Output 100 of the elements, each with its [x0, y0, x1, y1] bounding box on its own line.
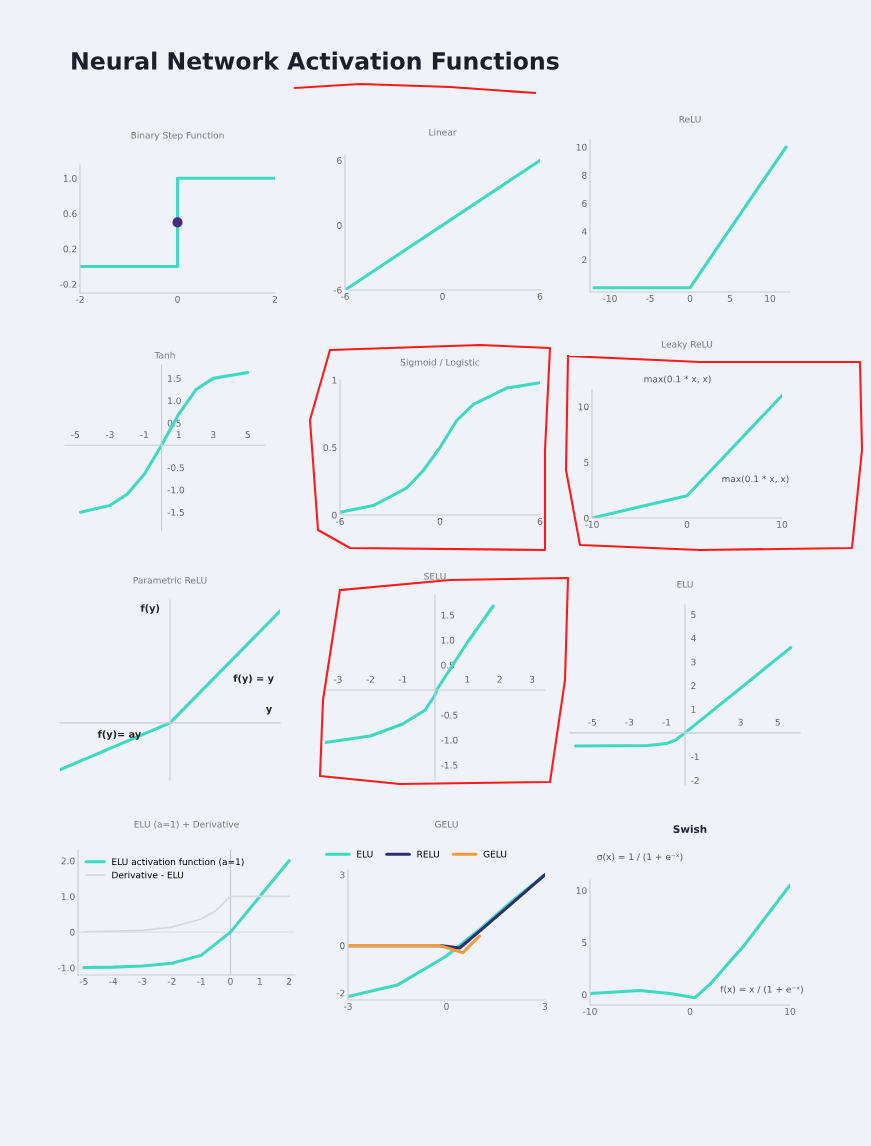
- x-tick-label: 10: [777, 520, 788, 528]
- chart-title: Sigmoid / Logistic: [400, 358, 480, 368]
- x-tick-label: 0: [684, 520, 690, 528]
- x-tick-label: 1: [465, 675, 470, 683]
- y-tick-label: -2: [691, 776, 699, 784]
- chart-title: ELU (a=1) + Derivative: [134, 820, 239, 829]
- y-tick-label: -1.5: [441, 761, 458, 769]
- x-tick-label: -1: [197, 978, 205, 985]
- annotation: f(y) = y: [233, 674, 274, 684]
- chart-title: ELU: [677, 580, 693, 588]
- x-tick-label: -1: [662, 718, 671, 726]
- x-tick-label: -10: [603, 294, 617, 302]
- chart-title: GELU: [435, 820, 458, 828]
- y-tick-label: 3: [340, 871, 345, 879]
- x-tick-label: -3: [343, 1002, 352, 1010]
- y-tick-label: -0.5: [441, 711, 458, 719]
- x-tick-label: 0: [228, 977, 233, 985]
- y-tick-label: 10: [576, 143, 587, 151]
- x-tick-label: 5: [727, 295, 733, 302]
- chart-title: Binary Step Function: [131, 131, 224, 141]
- y-tick-label: 10: [576, 887, 587, 894]
- chart-title: SELU: [424, 572, 446, 580]
- x-tick-label: -3: [625, 718, 634, 726]
- y-tick-label: 1: [332, 376, 337, 384]
- x-tick-label: -4: [109, 978, 118, 985]
- y-tick-label: 5: [691, 611, 696, 619]
- annotation: y: [265, 707, 272, 715]
- y-tick-label: -1.0: [167, 486, 185, 494]
- annotation: f(y)= ay: [97, 730, 142, 740]
- y-tick-label: 0: [340, 942, 345, 950]
- x-tick-label: -3: [105, 431, 114, 438]
- chart-title: Swish: [673, 824, 707, 834]
- y-tick-label: 0: [337, 221, 342, 229]
- text: Neural Network Activation Functions: [72, 51, 559, 70]
- x-tick-label: 10: [785, 1007, 796, 1015]
- text: σ(x) = 1 / (1 + e⁻ˣ): [597, 853, 683, 862]
- legend-label: RELU: [417, 850, 439, 858]
- x-tick-label: -3: [138, 977, 147, 985]
- y-tick-label: -1.0: [58, 964, 75, 972]
- y-tick-label: 5: [584, 459, 589, 466]
- x-tick-label: 10: [765, 294, 776, 302]
- x-tick-label: 3: [211, 431, 216, 438]
- x-tick-label: 1: [257, 978, 262, 985]
- x-tick-label: 2: [286, 977, 292, 985]
- y-tick-label: 1.0: [168, 397, 181, 405]
- y-tick-label: -1.0: [441, 736, 458, 744]
- x-tick-label: 6: [537, 292, 543, 300]
- y-tick-label: 4: [581, 228, 587, 235]
- y-tick-label: 0.2: [63, 245, 77, 253]
- y-tick-label: 2.0: [61, 857, 75, 865]
- x-tick-label: 5: [775, 718, 780, 726]
- y-tick-label: -1: [691, 753, 699, 761]
- y-tick-label: 0.5: [323, 444, 337, 452]
- y-tick-label: 0: [332, 511, 337, 519]
- x-tick-label: 3: [738, 718, 743, 726]
- legend-label: ELU: [357, 850, 373, 858]
- x-tick-label: -2: [366, 675, 374, 683]
- y-tick-label: 2: [691, 682, 696, 689]
- chart-title: Parametric ReLU: [133, 576, 207, 584]
- y-tick-label: 2: [582, 256, 587, 264]
- x-tick-label: 6: [537, 517, 543, 525]
- x-tick-label: 2: [272, 295, 277, 303]
- x-tick-label: 5: [245, 431, 250, 438]
- line-series: [78, 371, 250, 514]
- y-tick-label: 0: [582, 991, 587, 999]
- chart-title: Linear: [429, 128, 457, 136]
- line-series: [574, 646, 793, 748]
- legend-label: ELU activation function (a=1): [112, 858, 244, 867]
- line-series: [340, 381, 540, 514]
- x-tick-label: -10: [585, 520, 599, 528]
- y-tick-label: 5: [582, 939, 587, 947]
- x-tick-label: 3: [529, 675, 535, 683]
- y-tick-label: 8: [582, 171, 587, 179]
- chart-title: Leaky ReLU: [662, 340, 713, 350]
- x-tick-label: -5: [79, 978, 88, 985]
- y-tick-label: 1: [691, 706, 696, 713]
- chart-title: Tanh: [154, 351, 175, 359]
- chart-title: ReLU: [679, 115, 701, 123]
- line-series: [325, 604, 495, 745]
- x-tick-label: -3: [333, 675, 342, 683]
- legend-label: GELU: [483, 850, 507, 858]
- y-tick-label: 4: [691, 635, 696, 642]
- x-tick-label: -5: [645, 295, 654, 302]
- y-tick-label: 3: [691, 658, 696, 666]
- annotation: f(x) = x / (1 + e⁻ˣ): [720, 985, 803, 994]
- y-tick-label: -2: [336, 989, 345, 997]
- x-tick-label: 3: [542, 1002, 548, 1010]
- y-tick-label: 1.0: [61, 893, 75, 900]
- y-tick-label: 1.5: [441, 611, 455, 619]
- x-tick-label: -5: [588, 718, 596, 726]
- x-tick-label: -10: [583, 1007, 597, 1015]
- x-tick-label: 2: [497, 675, 502, 683]
- y-tick-label: 10: [578, 403, 589, 411]
- x-tick-label: -5: [71, 431, 80, 438]
- y-tick-label: 1.0: [441, 636, 455, 644]
- x-tick-label: -2: [75, 295, 84, 303]
- y-tick-label: 0: [70, 928, 75, 936]
- y-tick-label: -0.2: [60, 280, 77, 288]
- y-tick-label: 1.0: [63, 174, 77, 182]
- y-tick-label: -1.5: [167, 509, 184, 516]
